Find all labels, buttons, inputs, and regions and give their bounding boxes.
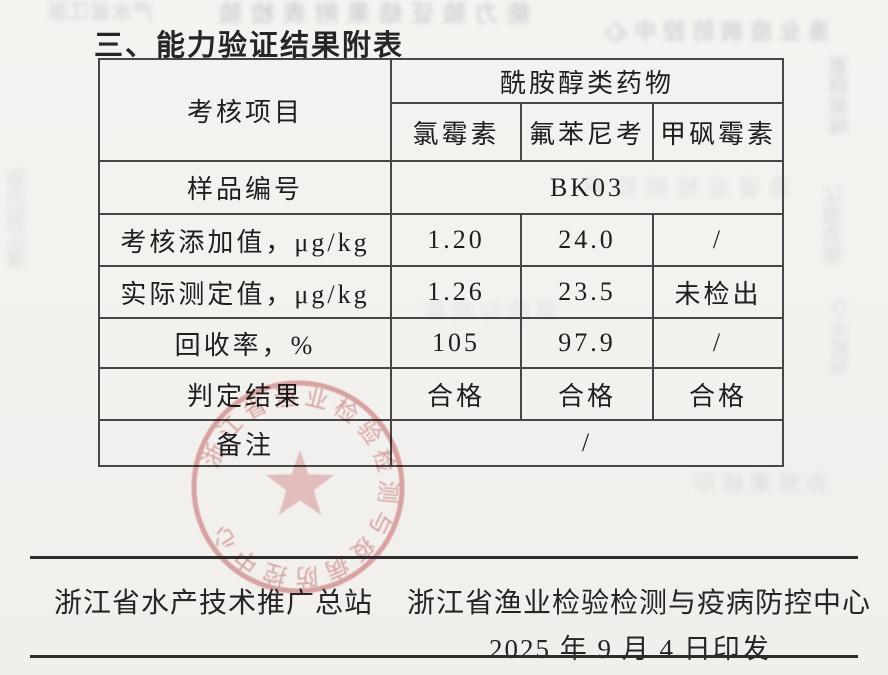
cell-value: / (652, 213, 784, 267)
footer-top-rule (30, 556, 858, 559)
table-row-group-header: 考核项目 酰胺醇类药物 (98, 58, 784, 162)
row-label: 备注 (98, 419, 392, 467)
bleedthrough-text: 附表结果 (825, 55, 847, 135)
table-row-recovery-rate: 回收率，% 105 97.9 / (98, 317, 784, 369)
header-cell-florfenicol: 氟苯尼考 (520, 102, 654, 162)
table-row-added-value: 考核添加值，μg/kg 1.20 24.0 / (98, 213, 784, 267)
bleedthrough-text: 验证能力 (819, 185, 841, 265)
cell-value: 1.26 (390, 265, 522, 319)
cell-value: 合格 (520, 367, 654, 421)
row-label: 样品编号 (98, 160, 392, 215)
table-row-judgement: 判定结果 合格 合格 合格 (98, 367, 784, 421)
cell-value: 1.20 (390, 213, 522, 267)
table-row-remarks: 备注 / (98, 419, 784, 467)
row-label: 考核添加值，μg/kg (98, 213, 392, 267)
cell-sample-id: BK03 (390, 160, 784, 215)
page-title: 三、能力验证结果附表 (94, 30, 405, 62)
cell-value: 23.5 (520, 265, 654, 319)
results-table: 考核项目 酰胺醇类药物 氯霉素 氟苯尼考 甲砜霉素 样品编号 BK03 考核添加… (98, 58, 784, 467)
bleedthrough-text: 能力验证结 (3, 168, 25, 268)
footer-organizations: 浙江省水产技术推广总站 浙江省渔业检验检测与疫病防控中心 (54, 581, 870, 621)
footer-org-right: 浙江省渔业检验检测与疫病防控中心 (407, 588, 872, 619)
cell-value: 未检出 (652, 265, 784, 319)
header-cell-drug-group: 酰胺醇类药物 (390, 58, 784, 104)
cell-value: 合格 (390, 367, 522, 421)
row-label: 判定结果 (98, 367, 392, 421)
cell-value: 合格 (652, 367, 784, 421)
header-cell-chloramphenicol: 氯霉素 (390, 102, 522, 162)
bleedthrough-text: 告报果结印 (688, 471, 829, 496)
table-row-measured-value: 实际测定值，μg/kg 1.26 23.5 未检出 (98, 265, 784, 319)
footer-date-line: 2025 年 9 月 4 日印发 (489, 634, 771, 664)
cell-remarks: / (390, 419, 784, 467)
footer-bottom-rule (30, 655, 858, 658)
cell-value: 97.9 (520, 317, 654, 369)
row-label: 实际测定值，μg/kg (98, 265, 392, 319)
cell-value: 24.0 (520, 213, 654, 267)
bleedthrough-text: 渔业疫病防控中心 (598, 19, 831, 44)
cell-value: 105 (390, 317, 522, 369)
footer-org-left: 浙江省水产技术推广总站 (54, 588, 374, 619)
header-cell-item: 考核项目 (98, 58, 392, 162)
table-row-sample-id: 样品编号 BK03 (98, 160, 784, 215)
header-cell-thiamphenicol: 甲砜霉素 (652, 102, 784, 162)
row-label: 回收率，% (98, 317, 392, 369)
bleedthrough-text: 检测中心 (827, 300, 848, 376)
cell-value: / (652, 317, 784, 369)
table-row-column-headers: 氯霉素 氟苯尼考 甲砜霉素 (99, 102, 784, 162)
